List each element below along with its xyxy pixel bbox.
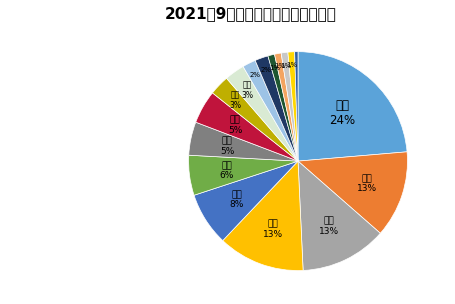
Wedge shape [227,67,298,161]
Text: 1%: 1% [275,64,286,70]
Wedge shape [189,122,298,161]
Text: 浙江
3%: 浙江 3% [241,80,253,99]
Text: 湖北
5%: 湖北 5% [220,136,235,156]
Wedge shape [298,161,380,271]
Wedge shape [223,161,303,271]
Text: 重庆
3%: 重庆 3% [229,91,241,110]
Text: 河南
13%: 河南 13% [319,216,339,236]
Text: 2021年9月中国钛白产量分地区占比: 2021年9月中国钛白产量分地区占比 [164,6,336,21]
Text: 1%: 1% [287,62,298,68]
Text: 山东
13%: 山东 13% [263,219,283,239]
Wedge shape [295,52,298,161]
Wedge shape [268,54,298,161]
Text: 四川
24%: 四川 24% [329,99,355,127]
Text: 安徽
13%: 安徽 13% [357,174,377,193]
Text: 云南
5%: 云南 5% [228,116,243,135]
Wedge shape [298,52,407,161]
Wedge shape [243,60,298,161]
Wedge shape [212,78,298,161]
Text: 2%: 2% [249,72,260,78]
Wedge shape [288,52,298,161]
Text: 江苏
6%: 江苏 6% [219,161,233,180]
Wedge shape [194,161,298,240]
Wedge shape [281,52,298,161]
Wedge shape [255,56,298,161]
Wedge shape [188,155,298,195]
Wedge shape [274,53,298,161]
Text: 1%: 1% [281,63,292,68]
Wedge shape [298,152,408,233]
Text: 1%: 1% [269,65,280,71]
Text: 2%: 2% [260,67,271,73]
Text: 广西
8%: 广西 8% [230,190,244,209]
Wedge shape [196,93,298,161]
